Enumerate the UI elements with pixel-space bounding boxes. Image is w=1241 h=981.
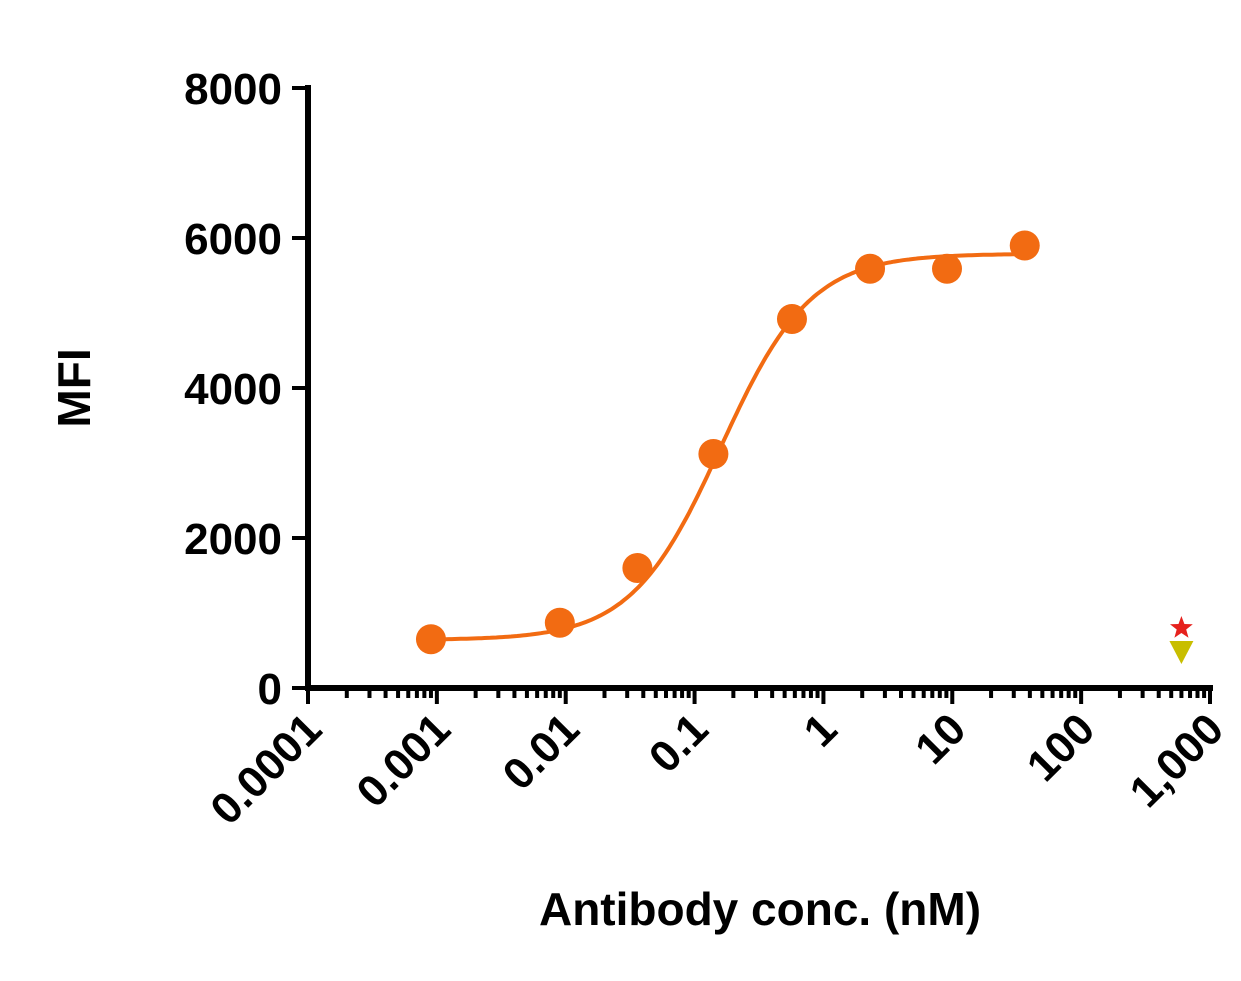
data-point	[698, 439, 729, 469]
data-point	[415, 624, 446, 655]
x-tick-label: 0.001	[347, 704, 460, 817]
data-point	[776, 304, 807, 334]
x-tick-label: 1,000	[1121, 704, 1234, 817]
x-tick-label: 0.0001	[201, 704, 331, 834]
y-tick-label: 0	[258, 665, 282, 714]
data-point	[932, 253, 963, 284]
data-points-layer	[415, 230, 1194, 664]
y-ticks: 0 2000 4000 6000 8000	[184, 65, 308, 714]
x-tick-label: 0.01	[494, 704, 589, 799]
data-point	[544, 607, 575, 638]
x-tick-label: 1	[795, 704, 847, 756]
triangle-marker	[1169, 641, 1194, 664]
y-axis-title: MFI	[48, 348, 100, 427]
x-tick-label: 100	[1018, 704, 1105, 791]
x-ticks: 0.0001 0.001 0.01 0.1 1 10 100 1,000	[201, 688, 1233, 834]
y-tick-label: 2000	[184, 515, 282, 564]
data-point	[622, 553, 653, 583]
star-marker	[1170, 616, 1193, 638]
fit-curve	[431, 252, 1025, 642]
data-point	[855, 253, 886, 284]
x-tick-label: 10	[906, 704, 975, 773]
data-point	[1009, 230, 1040, 261]
x-axis-title: Antibody conc. (nM)	[539, 883, 981, 935]
y-tick-label: 6000	[184, 215, 282, 264]
y-tick-label: 8000	[184, 65, 282, 114]
y-tick-label: 4000	[184, 365, 282, 414]
x-tick-label: 0.1	[640, 704, 718, 782]
axes	[305, 85, 1213, 691]
fit-curve-layer	[431, 252, 1025, 642]
